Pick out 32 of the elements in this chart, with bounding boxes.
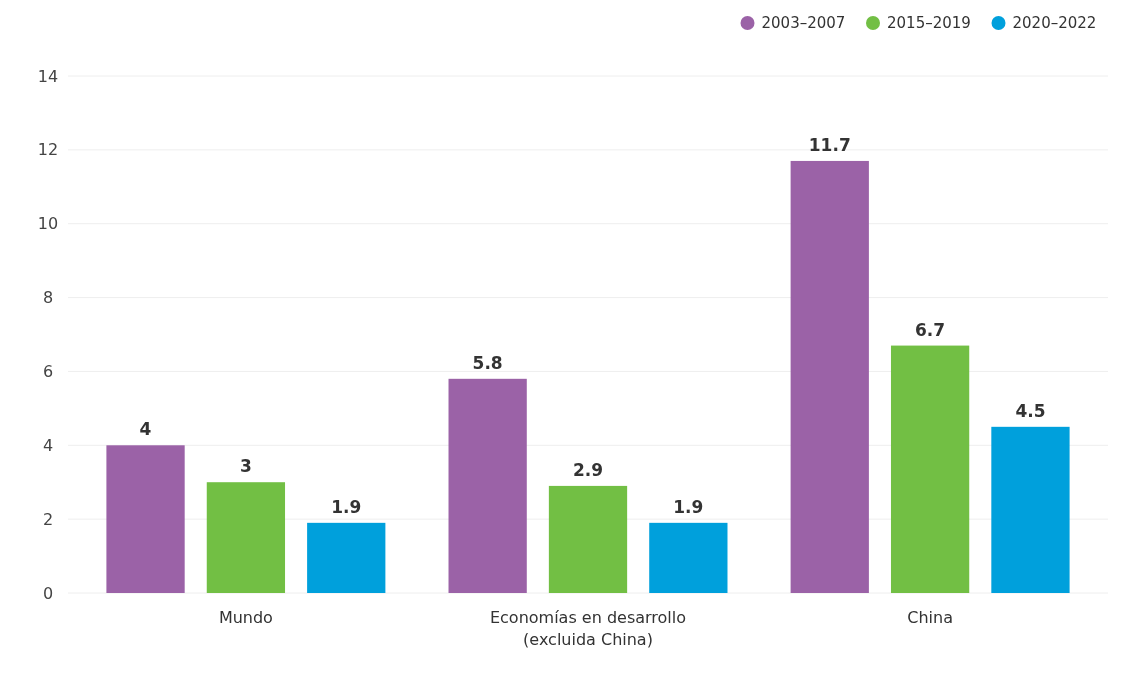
bar xyxy=(307,522,386,593)
x-tick-label: Economías en desarrollo (excluida China) xyxy=(489,608,687,649)
bar xyxy=(790,160,869,593)
y-tick-label: 14 xyxy=(37,66,59,86)
data-label: 2.9 xyxy=(572,459,604,480)
data-label: 6.7 xyxy=(915,319,946,340)
y-tick-label: 12 xyxy=(37,140,59,160)
legend-label: 2015–2019 xyxy=(887,14,971,32)
y-tick-label: 6 xyxy=(42,362,54,382)
y-tick-label: 0 xyxy=(42,583,54,603)
bar xyxy=(649,522,728,593)
data-label: 1.9 xyxy=(331,496,362,517)
bar xyxy=(548,485,628,593)
data-label: 1.9 xyxy=(673,496,704,517)
data-label: 11.7 xyxy=(808,134,851,155)
y-tick-label: 4 xyxy=(42,435,54,455)
data-label: 3 xyxy=(239,456,252,477)
data-label: 5.8 xyxy=(472,352,503,373)
bar xyxy=(448,378,527,593)
y-tick-label: 10 xyxy=(37,214,59,234)
bar xyxy=(890,345,970,593)
y-tick-label: 8 xyxy=(42,288,54,308)
legend-label: 2020–2022 xyxy=(1012,14,1097,32)
y-tick-label: 2 xyxy=(42,509,54,529)
bar xyxy=(206,482,286,593)
legend-label: 2003–2007 xyxy=(761,14,846,32)
bar xyxy=(106,445,185,593)
data-label: 4 xyxy=(139,419,152,440)
x-tick-label: Mundo xyxy=(218,608,273,627)
bar xyxy=(991,426,1070,593)
x-tick-label: China xyxy=(907,608,953,627)
data-label: 4.5 xyxy=(1015,400,1046,421)
